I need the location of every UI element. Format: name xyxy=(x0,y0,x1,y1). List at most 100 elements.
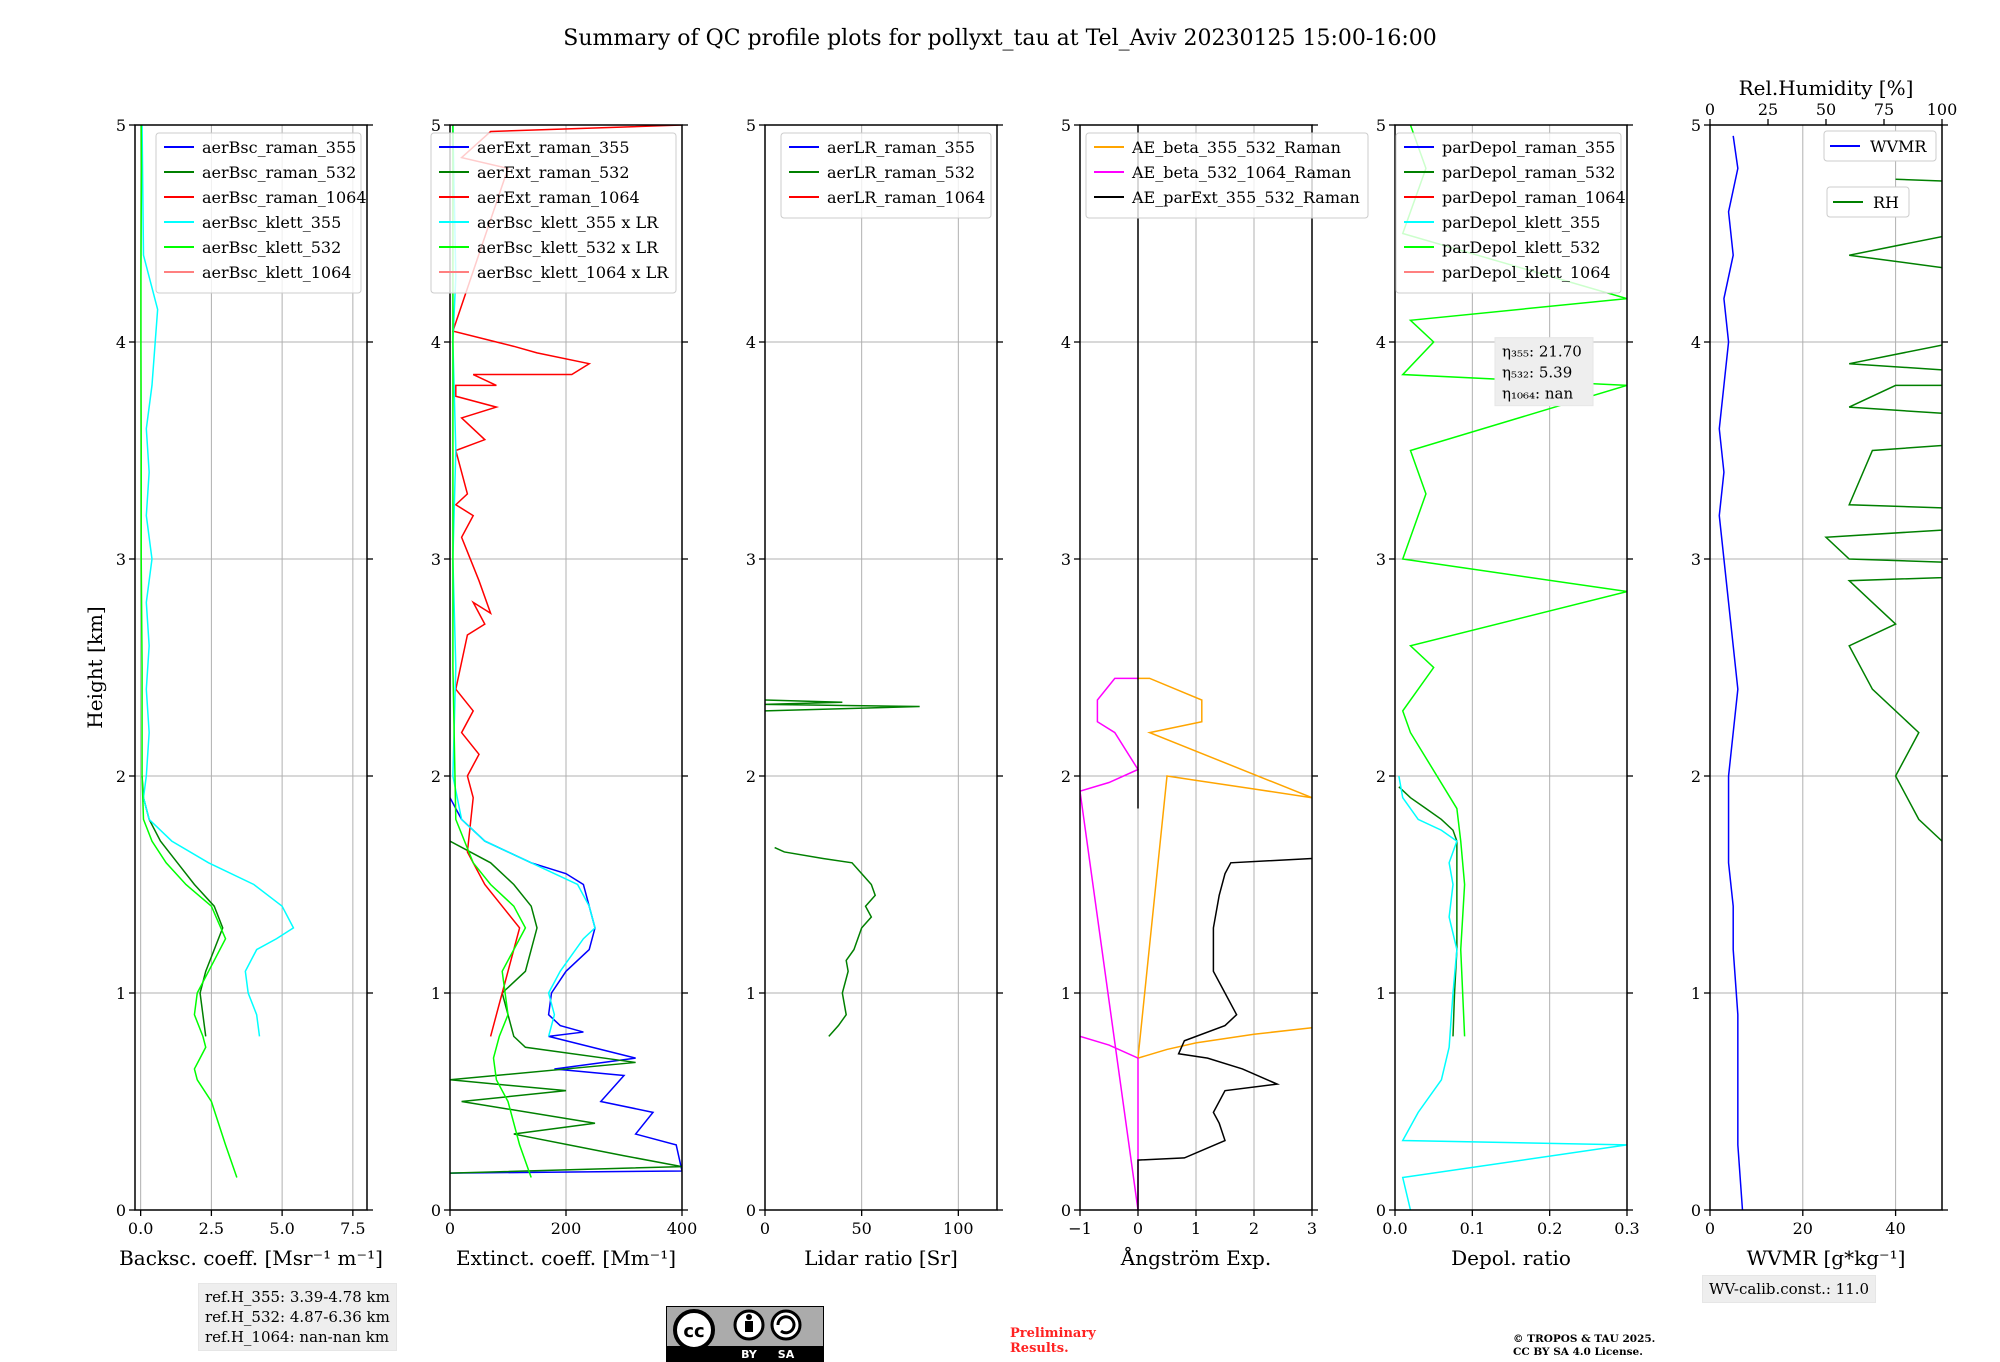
legend-box xyxy=(1395,132,1622,294)
legend-label: aerBsc_raman_1064 xyxy=(202,188,367,207)
copyright-note: © TROPOS & TAU 2025. CC BY SA 4.0 Licens… xyxy=(1513,1333,1656,1358)
series-aerExt_raman_355 xyxy=(450,797,682,1174)
legend-label: aerLR_raman_355 xyxy=(827,138,975,157)
legend-label: aerBsc_klett_1064 x LR xyxy=(477,263,669,282)
ref-height-532: ref.H_532: 4.87-6.36 km xyxy=(205,1308,390,1326)
top-tick-label: 75 xyxy=(1874,100,1894,119)
y-tick-label: 0 xyxy=(1376,1201,1386,1220)
panels: 0.0 2.5 5.0 7.5 0 1 2 3 4 5 Backsc. coeff. [Msr⁻¹ … xyxy=(83,76,1958,1270)
series-RH xyxy=(1824,178,1942,843)
legend-label: AE_beta_532_1064_Raman xyxy=(1131,163,1351,182)
top-tick-label: 25 xyxy=(1758,100,1778,119)
legend-label: parDepol_klett_1064 xyxy=(1442,263,1611,282)
series-aerBsc_klett_532 x LR xyxy=(452,125,532,1178)
share-alike-icon xyxy=(770,1309,802,1341)
legend: aerBsc_raman_355 aerBsc_raman_532 aerBsc_r… xyxy=(155,132,367,294)
top-tick-label: 0 xyxy=(1705,100,1715,119)
legend-label: parDepol_raman_1064 xyxy=(1442,188,1626,207)
series-group xyxy=(450,125,682,1178)
x-tick-label: 0 xyxy=(760,1219,770,1238)
x-tick-label: 0.0 xyxy=(128,1219,153,1238)
series-group xyxy=(1080,125,1312,1210)
y-tick-label: 3 xyxy=(1691,550,1701,569)
legend-label: aerBsc_raman_532 xyxy=(202,163,356,182)
eta-annotation: η₃₅₅: 21.70 η₅₃₂: 5.39 η₁₀₆₄: nan xyxy=(1494,337,1594,407)
y-tick-label: 4 xyxy=(1691,333,1701,352)
x-tick-label: 20 xyxy=(1793,1219,1813,1238)
legend-label: RH xyxy=(1873,193,1899,212)
svg-text:cc: cc xyxy=(683,1321,704,1342)
x-tick-label: 1 xyxy=(1191,1219,1201,1238)
legend-label: aerBsc_klett_355 x LR xyxy=(477,213,659,232)
top-axis-label: Rel.Humidity [%] xyxy=(1739,76,1914,100)
legend-box xyxy=(1826,186,1910,218)
top-tick-label: 50 xyxy=(1816,100,1836,119)
legend-label: parDepol_raman_355 xyxy=(1442,138,1615,157)
y-tick-label: 2 xyxy=(116,767,126,786)
y-tick-label: 0 xyxy=(116,1201,126,1220)
annotation-text: η₁₀₆₄: nan xyxy=(1502,385,1573,403)
x-tick-label: 100 xyxy=(943,1219,974,1238)
y-tick-label: 3 xyxy=(1061,550,1071,569)
wv-calibration-box: WV-calib.const.: 11.0 xyxy=(1702,1275,1877,1303)
y-tick-label: 4 xyxy=(1376,333,1386,352)
top-tick-label: 100 xyxy=(1927,100,1958,119)
y-tick-label: 4 xyxy=(746,333,756,352)
annotation-text: η₃₅₅: 21.70 xyxy=(1502,343,1582,361)
legend: AE_beta_355_532_Raman AE_beta_532_1064_Ra… xyxy=(1085,132,1369,219)
axes-frame xyxy=(764,124,998,1211)
y-tick-label: 5 xyxy=(431,116,441,135)
legend-label: aerBsc_klett_1064 xyxy=(202,263,351,282)
legend-label: AE_parExt_355_532_Raman xyxy=(1131,188,1360,207)
x-tick-label: 0.3 xyxy=(1614,1219,1639,1238)
axes-frame xyxy=(134,124,368,1211)
x-tick-label: 0 xyxy=(1705,1219,1715,1238)
y-tick-label: 5 xyxy=(746,116,756,135)
series-aerLR_raman_532 xyxy=(774,846,877,1037)
x-tick-label: 400 xyxy=(667,1219,698,1238)
legend-label: aerBsc_klett_532 xyxy=(202,238,341,257)
x-tick-label: 3 xyxy=(1307,1219,1317,1238)
x-axis-label: Backsc. coeff. [Msr⁻¹ m⁻¹] xyxy=(119,1246,383,1270)
ref-height-355: ref.H_355: 3.39-4.78 km xyxy=(205,1288,390,1306)
x-tick-label: 0.0 xyxy=(1382,1219,1407,1238)
series-aerBsc_klett_532 xyxy=(140,125,238,1178)
panel-extinction: 0 200 400 0 1 2 3 4 5 Extinct. coeff. [Mm⁻¹] aerEx… xyxy=(430,116,698,1270)
y-tick-label: 0 xyxy=(431,1201,441,1220)
series-group xyxy=(1718,135,1942,1210)
legend-box xyxy=(430,132,677,294)
legend-box xyxy=(1085,132,1369,219)
y-tick-label: 4 xyxy=(116,333,126,352)
svg-text:BY: BY xyxy=(741,1348,758,1361)
legend-label: aerExt_raman_1064 xyxy=(477,188,640,207)
series-aerBsc_klett_355 xyxy=(141,125,295,1037)
panel-wvmr: 0 20 40 0 1 2 3 4 5 WVMR [g*kg⁻¹] 0 25 50 75 100 Rel.Hu… xyxy=(1691,76,1958,1270)
y-tick-label: 2 xyxy=(746,767,756,786)
svg-text:SA: SA xyxy=(778,1348,795,1361)
y-tick-label: 1 xyxy=(116,984,126,1003)
panel-lidar_ratio: 0 50 100 0 1 2 3 4 5 Lidar ratio [Sr] aerLR_raman_… xyxy=(746,116,1003,1270)
y-tick-label: 5 xyxy=(116,116,126,135)
x-axis-label: Lidar ratio [Sr] xyxy=(804,1246,958,1270)
legend-label: parDepol_klett_532 xyxy=(1442,238,1600,257)
cc-icon xyxy=(673,1309,715,1351)
axes-frame xyxy=(1394,124,1628,1211)
legend: aerLR_raman_355 aerLR_raman_532 aerLR_rama… xyxy=(780,132,992,219)
series-parDepol_klett_355 xyxy=(1398,775,1627,1210)
y-tick-label: 4 xyxy=(431,333,441,352)
series-AE_beta_532_1064_Raman xyxy=(1080,677,1140,1210)
legend-label: aerBsc_klett_532 x LR xyxy=(477,238,659,257)
x-tick-label: 0.2 xyxy=(1537,1219,1562,1238)
y-tick-label: 1 xyxy=(431,984,441,1003)
figure-title: Summary of QC profile plots for pollyxt_… xyxy=(563,26,1436,51)
x-tick-label: 2 xyxy=(1249,1219,1259,1238)
x-tick-label: 0 xyxy=(1133,1219,1143,1238)
y-tick-label: 5 xyxy=(1691,116,1701,135)
legend-label: WVMR xyxy=(1870,137,1927,156)
series-AE_parExt_355_532_Raman xyxy=(1137,857,1312,1210)
y-tick-label: 0 xyxy=(746,1201,756,1220)
y-tick-label: 2 xyxy=(1061,767,1071,786)
y-tick-label: 3 xyxy=(1376,550,1386,569)
